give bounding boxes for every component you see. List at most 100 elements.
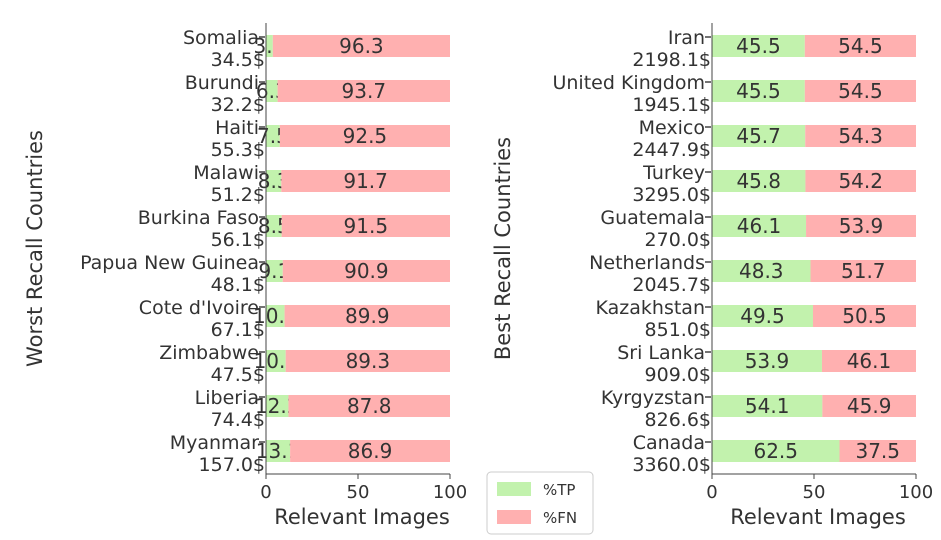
worst-value-label-fn-9: 86.9: [348, 439, 393, 463]
worst-bar-fn-4: [281, 215, 450, 237]
best-bar-tp-3: [712, 170, 806, 192]
worst-x-tick-label-0: 0: [260, 482, 271, 503]
worst-bar-tp-8: [266, 395, 289, 417]
worst-bar-fn-0: [272, 35, 450, 57]
worst-bar-fn-7: [285, 350, 450, 372]
best-value-label-tp-4: 46.1: [737, 214, 782, 238]
best-value-label-tp-1: 45.5: [736, 79, 781, 103]
legend-label-fn: %FN: [543, 509, 577, 527]
best-x-tick-label-2: 100: [899, 482, 933, 503]
best-bar-tp-5: [712, 260, 811, 282]
best-value-label-fn-1: 54.5: [838, 79, 883, 103]
best-category-name-4: Guatemala: [600, 207, 705, 229]
best-category-income-1: 1945.1$: [632, 94, 711, 116]
best-value-label-tp-8: 54.1: [745, 394, 790, 418]
legend: %TP %FN: [486, 471, 594, 535]
best-bar-fn-1: [804, 80, 916, 102]
best-category-income-0: 2198.1$: [632, 49, 711, 71]
best-value-label-fn-2: 54.3: [838, 124, 883, 148]
worst-category-name-2: Haiti: [215, 117, 259, 139]
best-value-label-tp-2: 45.7: [736, 124, 781, 148]
worst-category-name-4: Burkina Faso: [138, 207, 259, 229]
worst-value-label-fn-3: 91.7: [343, 169, 388, 193]
legend-swatch-fn: [497, 510, 531, 524]
worst-x-axis-title: Relevant Images: [274, 505, 450, 529]
best-category-name-9: Canada: [633, 432, 705, 454]
worst-value-label-fn-8: 87.8: [347, 394, 392, 418]
best-category-name-1: United Kingdom: [552, 72, 705, 94]
best-category-name-8: Kyrgyzstan: [601, 387, 705, 409]
worst-bar-tp-3: [266, 170, 282, 192]
best-value-label-tp-6: 49.5: [740, 304, 785, 328]
worst-x-tick-label-2: 100: [433, 482, 467, 503]
worst-category-income-5: 48.1$: [211, 274, 265, 296]
best-value-label-tp-9: 62.5: [753, 439, 798, 463]
worst-bar-fn-2: [279, 125, 450, 147]
best-value-label-fn-8: 45.9: [847, 394, 892, 418]
worst-category-name-8: Liberia: [195, 387, 259, 409]
best-category-income-6: 851.0$: [645, 319, 711, 341]
worst-category-income-1: 32.2$: [211, 94, 265, 116]
best-category-name-2: Mexico: [639, 117, 705, 139]
worst-bar-fn-9: [290, 440, 450, 462]
best-bar-fn-9: [839, 440, 916, 462]
worst-bar-fn-8: [288, 395, 450, 417]
best-bar-fn-7: [821, 350, 916, 372]
best-bar-fn-5: [810, 260, 916, 282]
best-value-label-tp-5: 48.3: [739, 259, 784, 283]
worst-bar-tp-9: [266, 440, 291, 462]
worst-value-label-fn-2: 92.5: [343, 124, 388, 148]
worst-category-name-6: Cote d'Ivoire: [139, 297, 259, 319]
worst-value-label-fn-1: 93.7: [342, 79, 387, 103]
best-category-income-9: 3360.0$: [632, 454, 711, 476]
best-category-income-5: 2045.7$: [632, 274, 711, 296]
best-bar-tp-0: [712, 35, 805, 57]
best-category-name-0: Iran: [668, 27, 705, 49]
best-bar-tp-8: [712, 395, 823, 417]
best-category-income-4: 270.0$: [645, 229, 711, 251]
best-category-name-3: Turkey: [642, 162, 705, 184]
worst-category-income-0: 34.5$: [211, 49, 265, 71]
worst-value-label-fn-7: 89.3: [346, 349, 391, 373]
best-bar-tp-6: [712, 305, 813, 327]
best-value-label-fn-0: 54.5: [838, 34, 883, 58]
worst-bar-tp-4: [266, 215, 282, 237]
worst-y-axis-title: Worst Recall Countries: [23, 130, 47, 367]
worst-bar-tp-5: [266, 260, 283, 282]
best-x-tick-label-0: 0: [706, 482, 717, 503]
worst-category-name-9: Myanmar: [170, 432, 259, 454]
best-category-income-8: 826.6$: [645, 409, 711, 431]
worst-category-name-5: Papua New Guinea: [80, 252, 259, 274]
legend-swatch-tp: [497, 482, 531, 496]
worst-bar-fn-6: [284, 305, 450, 327]
worst-category-income-4: 56.1$: [211, 229, 265, 251]
worst-bar-tp-0: [266, 35, 273, 57]
best-value-label-fn-4: 53.9: [839, 214, 884, 238]
worst-bar-fn-1: [277, 80, 450, 102]
best-value-label-tp-0: 45.5: [736, 34, 781, 58]
worst-category-income-8: 74.4$: [211, 409, 265, 431]
best-value-label-tp-3: 45.8: [736, 169, 781, 193]
best-bar-tp-9: [712, 440, 840, 462]
worst-category-name-3: Malawi: [193, 162, 259, 184]
best-bar-fn-6: [812, 305, 916, 327]
worst-value-label-fn-6: 89.9: [345, 304, 390, 328]
best-category-name-5: Netherlands: [589, 252, 705, 274]
worst-category-income-3: 51.2$: [211, 184, 265, 206]
worst-category-income-9: 157.0$: [199, 454, 265, 476]
best-bar-fn-8: [822, 395, 916, 417]
worst-bar-fn-5: [282, 260, 450, 282]
worst-value-label-fn-5: 90.9: [344, 259, 389, 283]
worst-category-name-7: Zimbabwe: [159, 342, 259, 364]
best-bar-tp-1: [712, 80, 805, 102]
best-value-label-fn-5: 51.7: [841, 259, 886, 283]
best-value-label-fn-9: 37.5: [855, 439, 900, 463]
best-x-axis-title: Relevant Images: [730, 505, 906, 529]
worst-bar-tp-7: [266, 350, 286, 372]
worst-bar-tp-6: [266, 305, 285, 327]
best-bar-tp-2: [712, 125, 806, 147]
best-bar-tp-4: [712, 215, 807, 237]
